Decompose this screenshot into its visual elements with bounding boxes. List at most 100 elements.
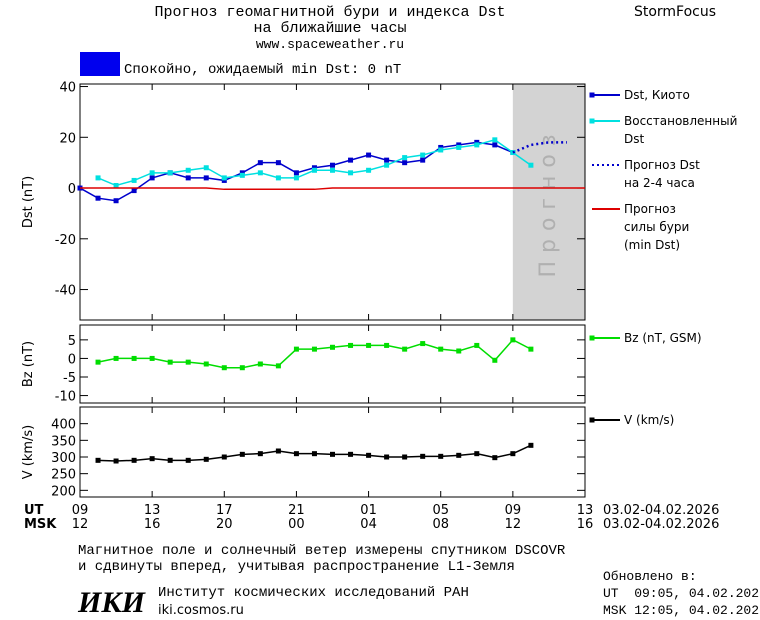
point [311,165,317,171]
point [474,139,480,145]
point [420,152,426,158]
point [492,357,498,363]
y-tick-label: 20 [59,131,76,146]
y-tick-label: -40 [55,284,76,299]
point [420,157,426,163]
plot-frame [79,406,586,498]
point [239,365,245,371]
y-axis-label: Dst (nT) [21,176,36,228]
point [456,348,462,354]
point [113,198,119,204]
y-tick-label: 5 [68,334,76,349]
point [185,359,191,365]
point [438,453,444,459]
x-tick-label-msk: 00 [288,517,305,532]
x-row-label: MSK [24,517,57,532]
x-tick-label: 13 [577,503,594,518]
x-tick-label-msk: 20 [216,517,233,532]
point [420,453,426,459]
series-line [97,338,532,369]
point [203,361,209,367]
y-axis-label: V (km/s) [21,425,36,480]
legend-marker [589,92,595,98]
point [239,451,245,457]
point [348,342,354,348]
point [185,167,191,173]
point [384,342,390,348]
legend-label: Dst, Киото [624,88,690,102]
point [95,175,101,181]
point [221,177,227,183]
point [384,157,390,163]
updated-ut: UT 09:05, 04.02.2026 [603,586,760,601]
brand: StormFocus [634,4,716,20]
x-tick-label-msk: 16 [144,517,161,532]
y-tick-label: -20 [55,233,76,248]
y-axis-label: Bz (nT) [21,341,36,387]
point [293,170,299,176]
point [203,456,209,462]
forecast-region [512,84,585,320]
point [149,456,155,462]
point [167,457,173,463]
series-line [512,141,567,154]
point [384,162,390,168]
point [221,365,227,371]
point [456,452,462,458]
x-tick-label: 05 [432,503,449,518]
x-tick-label: 21 [288,503,305,518]
point [330,451,335,457]
point [167,170,173,176]
status-swatch [80,52,120,76]
point [131,188,137,194]
point [528,346,534,352]
point [257,361,263,367]
plot-frame [79,324,586,404]
date-range: 03.02-04.02.2026 [603,503,719,518]
point [474,342,480,348]
point [113,183,119,189]
legend-label: Прогноз силы бури (min Dst) [624,202,690,252]
point [257,160,263,166]
x-row-label: UT [24,503,44,518]
forecast-label: Прогноз [536,126,561,277]
point [366,342,372,348]
point [275,448,281,454]
point [149,355,155,361]
logo: ИКИ [77,586,147,619]
point [402,346,408,352]
x-tick-label-msk: 16 [577,517,594,532]
point [221,454,227,460]
point [311,346,317,352]
date-range: 03.02-04.02.2026 [603,517,719,532]
status-text: Спокойно, ожидаемый min Dst: 0 nT [124,61,401,78]
point [510,451,516,457]
point [528,442,534,448]
point [185,457,191,463]
legend-label: V (km/s) [624,413,675,427]
point [221,175,227,181]
legend-marker [589,118,595,124]
series-line [80,187,585,191]
plot-frame [79,83,586,321]
point [275,363,281,369]
y-tick-label: 400 [51,418,76,433]
point [366,452,372,458]
legend-label: Bz (nT, GSM) [624,331,702,345]
point [402,160,408,166]
footer-note: и сдвинуты вперед, учитывая распростране… [78,559,515,575]
institute: Институт космических исследований РАН [158,584,469,601]
subtitle: на ближайшие часы [253,20,406,37]
y-tick-label: 200 [51,484,76,499]
point [348,170,354,176]
point [257,451,263,457]
point [293,175,299,181]
legend-marker [589,335,595,341]
x-tick-label-msk: 04 [360,517,377,532]
point [402,155,408,161]
x-tick-label: 13 [144,503,161,518]
url: www.spaceweather.ru [256,37,404,52]
point [366,152,372,158]
